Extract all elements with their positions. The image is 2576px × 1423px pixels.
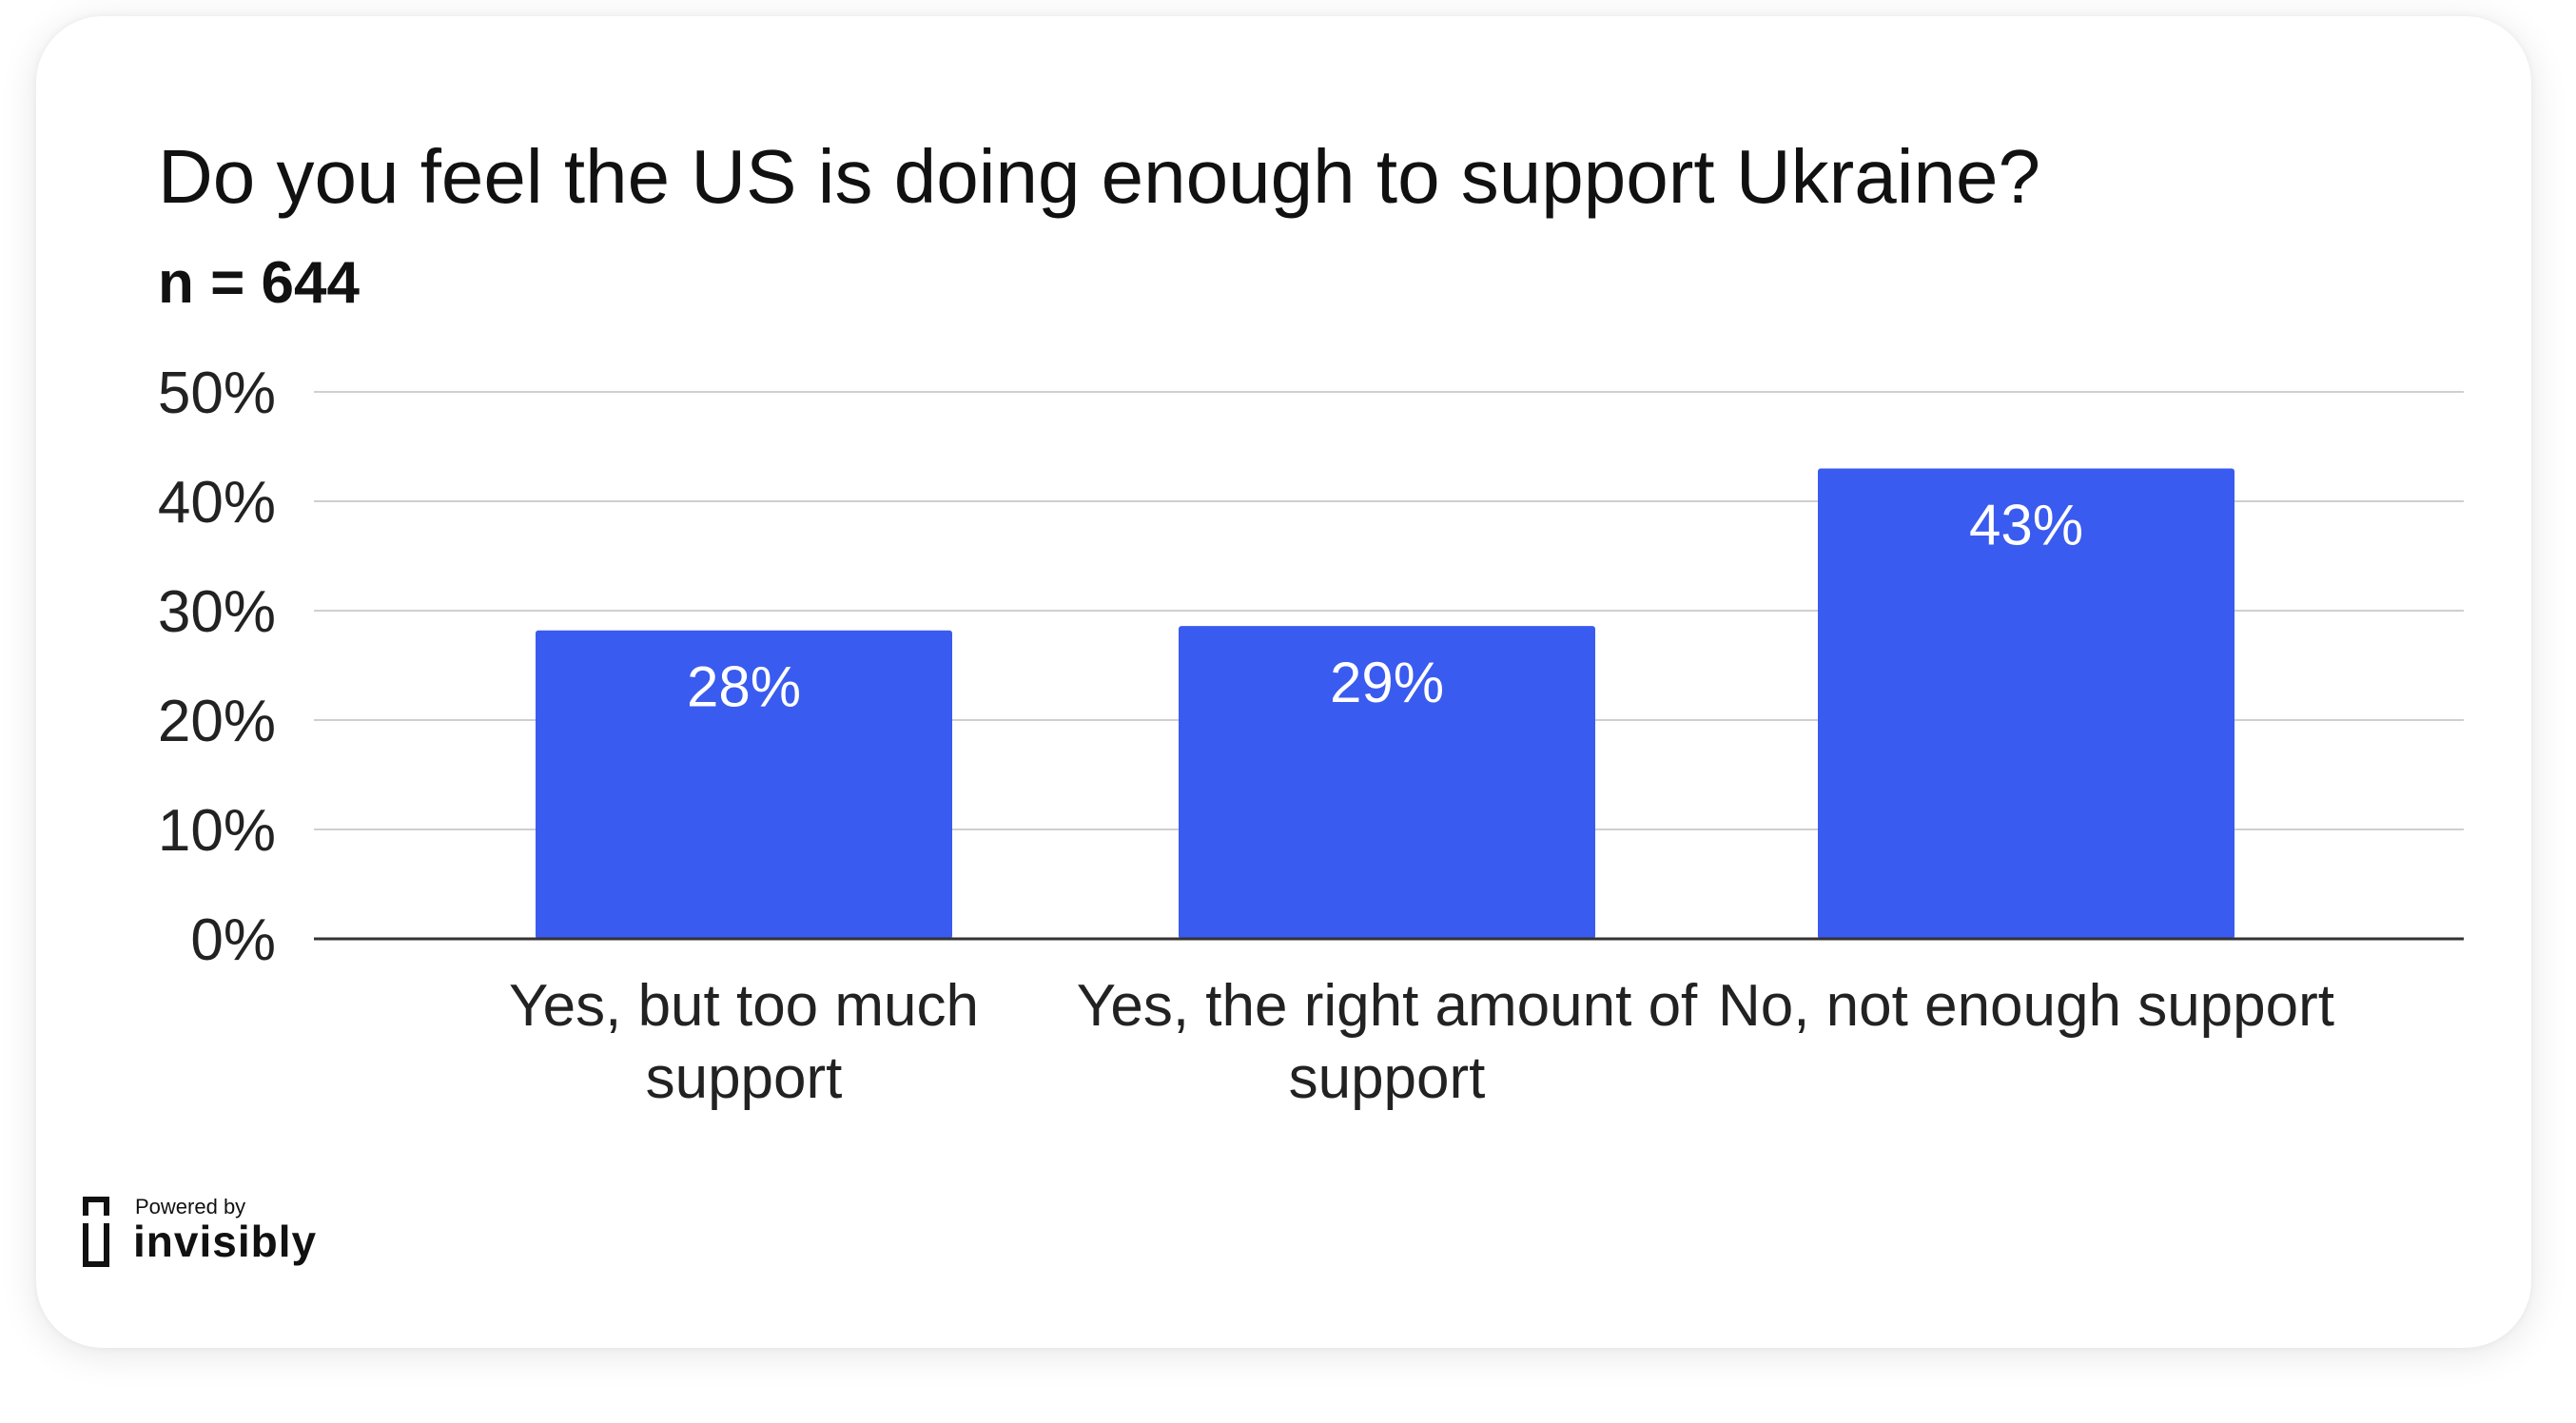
x-category-label: support <box>1289 1045 1486 1111</box>
x-category-label: support <box>646 1045 843 1111</box>
chart-subtitle: n = 644 <box>158 250 360 316</box>
powered-by-label: Powered by <box>135 1195 246 1218</box>
y-tick-label: 20% <box>158 689 276 754</box>
bar <box>1818 468 2234 939</box>
bar-data-label: 29% <box>1330 651 1444 714</box>
y-tick-label: 50% <box>158 361 276 426</box>
y-tick-label: 30% <box>158 579 276 645</box>
x-category-label: No, not enough support <box>1718 973 2334 1039</box>
bar <box>536 630 952 939</box>
bar-data-label: 43% <box>1969 494 2083 557</box>
y-tick-label: 0% <box>190 907 276 973</box>
bar-data-label: 28% <box>687 655 801 719</box>
powered-by-badge[interactable]: Powered by invisibly <box>80 1195 365 1271</box>
brand-name: invisibly <box>133 1217 318 1266</box>
chart-title: Do you feel the US is doing enough to su… <box>158 134 2041 219</box>
x-category-label: Yes, but too much <box>509 973 979 1039</box>
invisibly-logo-icon <box>83 1197 109 1267</box>
x-category-label: Yes, the right amount of <box>1077 973 1698 1039</box>
y-tick-label: 40% <box>158 470 276 536</box>
bar <box>1179 626 1595 939</box>
y-tick-label: 10% <box>158 798 276 864</box>
